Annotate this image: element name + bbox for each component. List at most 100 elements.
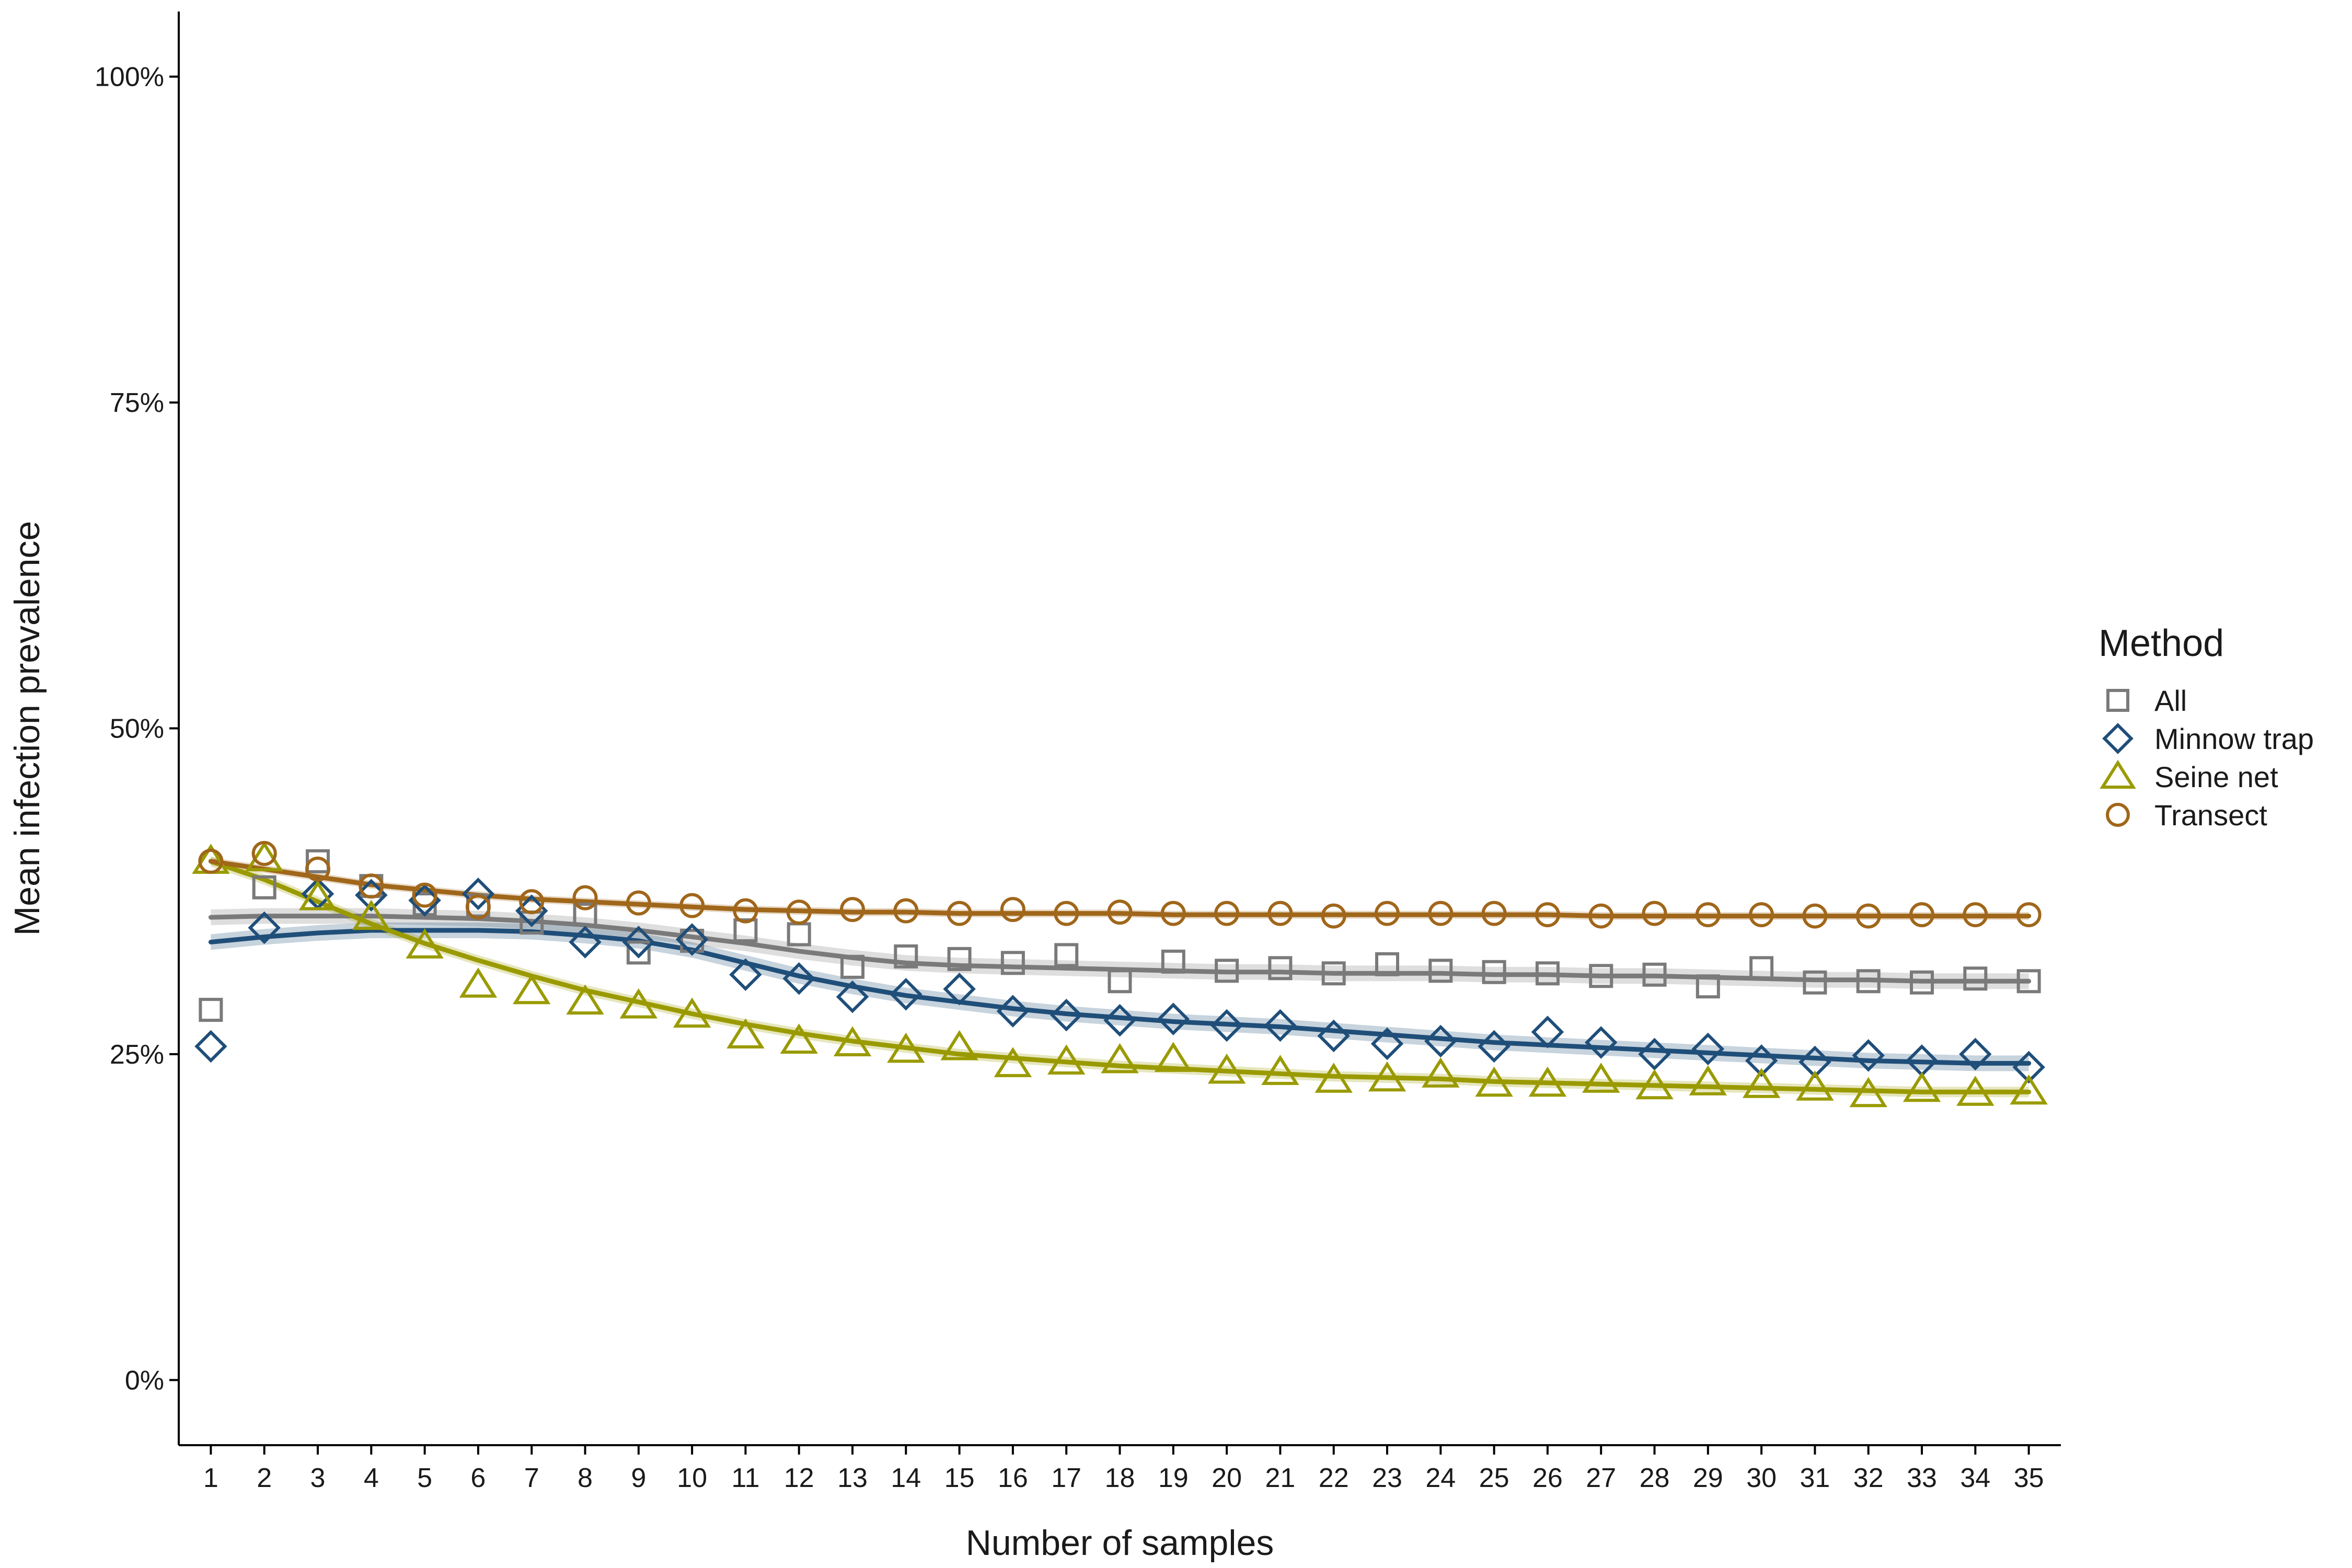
data-point: [1268, 956, 1293, 981]
trend-line: [208, 859, 2032, 919]
legend-label: Seine net: [2154, 760, 2278, 793]
data-points: [192, 840, 2048, 1108]
data-point: [1855, 903, 1881, 929]
data-point: [1482, 960, 1506, 984]
data-point: [2012, 1051, 2045, 1084]
data-point: [1695, 902, 1721, 928]
y-tick-label: 75%: [110, 388, 164, 418]
data-point: [566, 984, 604, 1015]
data-point: [1107, 900, 1133, 925]
data-point: [1422, 1057, 1460, 1088]
data-point: [1157, 1002, 1190, 1035]
data-point: [1261, 1055, 1299, 1085]
x-tick-label: 25: [1479, 1463, 1509, 1493]
data-point: [305, 856, 330, 882]
axes: [178, 11, 2061, 1446]
data-point: [465, 894, 491, 920]
data-point: [359, 873, 384, 899]
data-point: [840, 954, 864, 979]
data-point: [406, 928, 444, 959]
data-point: [1214, 901, 1240, 926]
x-tick-label: 16: [998, 1463, 1028, 1493]
x-tick-label: 29: [1693, 1463, 1723, 1493]
data-point: [1852, 1039, 1885, 1072]
data-point: [1161, 949, 1185, 974]
data-point: [622, 926, 655, 959]
legend-label: Minnow trap: [2154, 722, 2314, 755]
data-point: [1428, 959, 1453, 983]
legend-key: [2102, 723, 2134, 754]
data-point: [1531, 1016, 1564, 1048]
legend-key: [2106, 803, 2130, 827]
data-point: [1528, 1066, 1567, 1097]
x-tick-label: 28: [1640, 1463, 1670, 1493]
trend-lines: [208, 859, 2032, 1094]
data-point: [248, 911, 281, 944]
y-ticks: 0% 25% 50% 75% 100%: [95, 62, 179, 1396]
x-tick-label: 22: [1319, 1463, 1349, 1493]
data-point: [1691, 1032, 1725, 1066]
data-point: [569, 926, 602, 959]
data-point: [2016, 969, 2041, 994]
data-point: [887, 1032, 925, 1063]
data-point: [1054, 943, 1079, 967]
y-axis-title: Mean infection prevalence: [7, 521, 47, 936]
data-point: [947, 947, 972, 971]
data-point: [1101, 1043, 1139, 1074]
data-point: [1903, 1071, 1941, 1102]
data-point: [1050, 998, 1083, 1032]
data-point: [459, 967, 498, 998]
data-point: [626, 940, 651, 965]
y-tick-label: 100%: [95, 62, 164, 93]
data-point: [198, 848, 224, 874]
data-point: [1047, 1044, 1086, 1075]
data-point: [245, 841, 283, 871]
data-point: [352, 900, 390, 930]
data-point: [1796, 1070, 1834, 1101]
data-point: [199, 998, 223, 1022]
y-tick-label: 25%: [110, 1040, 164, 1070]
data-point: [2016, 902, 2042, 928]
data-point: [673, 997, 711, 1028]
data-point: [1588, 903, 1614, 929]
x-tick-label: 5: [417, 1463, 432, 1493]
data-point: [1368, 1061, 1406, 1092]
data-point: [1475, 1066, 1513, 1097]
legend: Method All Minnow trap Seine net Transect: [2099, 622, 2314, 832]
data-point: [836, 980, 869, 1013]
trend-line: [208, 928, 2032, 1066]
x-tick-label: 8: [578, 1463, 593, 1493]
data-point: [1642, 901, 1667, 926]
x-tick-label: 11: [731, 1463, 759, 1493]
data-point: [572, 885, 598, 910]
x-tick-label: 24: [1425, 1463, 1456, 1493]
x-tick-label: 32: [1853, 1463, 1884, 1493]
confidence-band: [211, 857, 2029, 920]
x-tick-label: 7: [524, 1463, 539, 1493]
data-point: [943, 972, 976, 1006]
data-point: [1963, 966, 1988, 991]
data-point: [1582, 1063, 1620, 1093]
data-point: [1742, 1068, 1781, 1098]
x-tick-label: 30: [1746, 1463, 1777, 1493]
data-point: [1745, 1044, 1778, 1077]
data-point: [1375, 952, 1400, 976]
data-point: [412, 882, 437, 908]
data-point: [1207, 1053, 1246, 1084]
data-point: [1802, 903, 1828, 929]
data-point: [1749, 956, 1774, 981]
data-point: [1264, 1009, 1297, 1042]
x-tick-label: 17: [1051, 1463, 1081, 1493]
data-point: [947, 901, 972, 926]
x-tick-label: 2: [257, 1463, 272, 1493]
data-point: [251, 840, 277, 866]
data-point: [512, 974, 551, 1005]
series-points: [198, 840, 2042, 929]
data-point: [1959, 1037, 1992, 1071]
data-point: [1000, 951, 1025, 975]
x-tick-label: 34: [1960, 1463, 1990, 1493]
data-point: [1375, 901, 1400, 926]
data-point: [1317, 1019, 1350, 1053]
data-point: [1154, 1042, 1193, 1072]
